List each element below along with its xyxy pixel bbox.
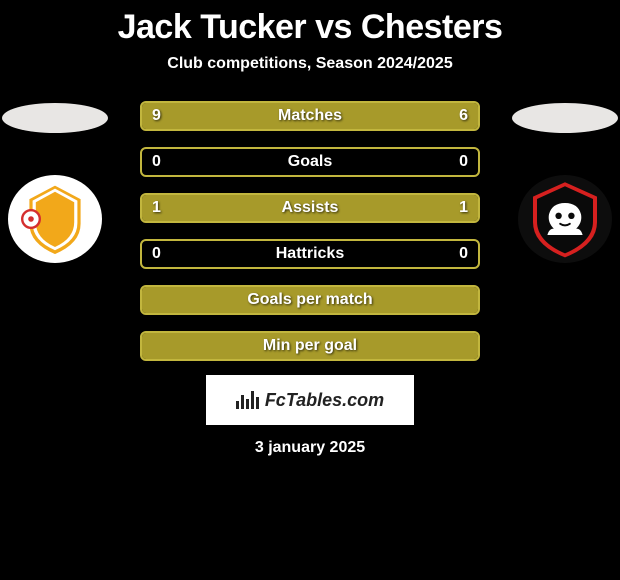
stat-value-right: 0 xyxy=(459,241,468,267)
stat-label: Assists xyxy=(142,195,478,221)
stat-value-left: 1 xyxy=(152,195,161,221)
date-line: 3 january 2025 xyxy=(0,439,620,457)
stat-bars: Matches96Goals00Assists11Hattricks00Goal… xyxy=(140,101,480,361)
player-avatar-left xyxy=(2,103,108,133)
stat-bar: Hattricks0 0 xyxy=(140,239,480,269)
stat-label: Goals xyxy=(142,149,478,175)
stat-value-left: 0 xyxy=(152,149,161,175)
club-badge-right xyxy=(518,175,612,263)
player-avatar-right xyxy=(512,103,618,133)
page-title: Jack Tucker vs Chesters xyxy=(0,0,620,47)
stat-value-left: 9 xyxy=(152,103,161,129)
left-player-column xyxy=(0,101,110,263)
stat-bar: Goals per match xyxy=(140,285,480,315)
stat-value-right: 0 xyxy=(459,149,468,175)
stat-bar: Min per goal xyxy=(140,331,480,361)
stat-label: Goals per match xyxy=(142,287,478,313)
stat-bar: Assists1 1 xyxy=(140,193,480,223)
stat-label: Matches xyxy=(142,103,478,129)
stat-label: Hattricks xyxy=(142,241,478,267)
stat-bar: Goals0 0 xyxy=(140,147,480,177)
stat-value-right: 6 xyxy=(459,103,468,129)
mk-dons-crest-icon xyxy=(15,179,95,259)
stat-bar: Matches9 6 xyxy=(140,101,480,131)
right-player-column xyxy=(510,101,620,263)
stat-value-right: 1 xyxy=(459,195,468,221)
salford-city-crest-icon xyxy=(525,179,605,259)
branding-text: FcTables.com xyxy=(265,390,384,411)
branding-box: FcTables.com xyxy=(206,375,414,425)
subtitle: Club competitions, Season 2024/2025 xyxy=(0,55,620,73)
comparison-area: Matches96Goals00Assists11Hattricks00Goal… xyxy=(0,101,620,361)
stat-value-left: 0 xyxy=(152,241,161,267)
chart-bars-icon xyxy=(236,391,259,409)
club-badge-left xyxy=(8,175,102,263)
stat-label: Min per goal xyxy=(142,333,478,359)
